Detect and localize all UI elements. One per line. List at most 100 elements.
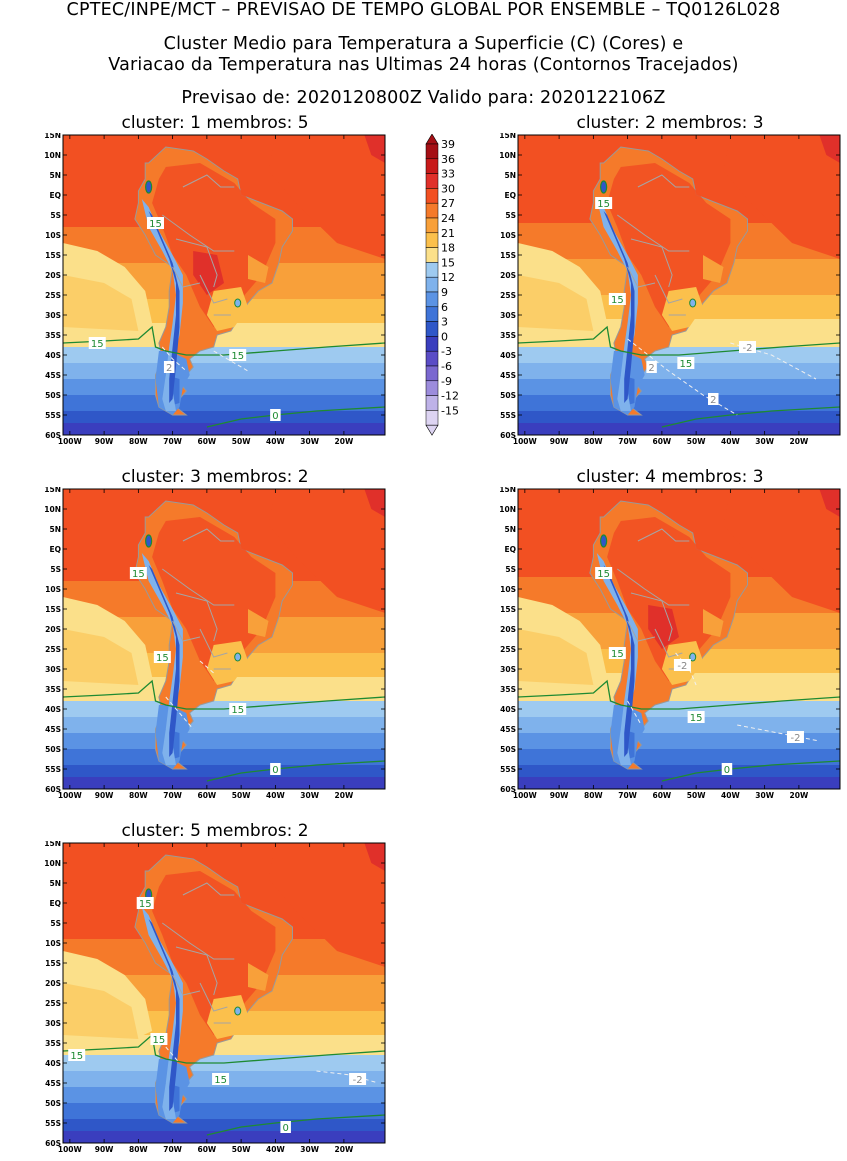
lat-tick-label: 55S xyxy=(45,1119,61,1128)
lat-tick-label: 30S xyxy=(45,1019,61,1028)
lon-tick-label: 60W xyxy=(653,791,672,800)
lat-tick-label: 30S xyxy=(45,665,61,674)
contour-label: 15 xyxy=(136,897,154,910)
lat-tick-label: 10N xyxy=(499,505,516,514)
lat-tick-label: 10N xyxy=(499,151,516,160)
lat-tick-label: 10S xyxy=(45,939,61,948)
lon-tick-label: 60W xyxy=(198,1145,217,1154)
colorbar-swatch xyxy=(425,350,439,367)
colorbar-swatch xyxy=(425,143,439,160)
svg-text:15: 15 xyxy=(611,649,624,660)
colorbar-label: -9 xyxy=(441,375,452,388)
lon-tick-label: 100W xyxy=(58,791,83,800)
lon-tick-label: 50W xyxy=(687,791,706,800)
lon-tick-label: 70W xyxy=(618,791,637,800)
colorbar-swatch xyxy=(425,306,439,322)
lat-tick-label: 5N xyxy=(50,879,62,888)
lon-tick-label: 30W xyxy=(755,791,774,800)
lon-tick-label: 80W xyxy=(129,791,148,800)
lat-tick-label: 45S xyxy=(500,725,516,734)
contour-label: 2 xyxy=(708,393,719,406)
contour-label: 15 xyxy=(68,1049,86,1062)
colorbar-label: 12 xyxy=(441,271,455,284)
contour-label: 0 xyxy=(270,763,281,776)
lat-tick-label: 15S xyxy=(45,251,61,260)
lat-tick-label: 15S xyxy=(500,251,516,260)
lat-tick-label: 60S xyxy=(500,785,516,794)
colorbar-label: -6 xyxy=(441,360,452,373)
lat-tick-label: 5N xyxy=(50,171,62,180)
lat-tick-label: 5S xyxy=(50,919,61,928)
svg-text:15: 15 xyxy=(214,1075,227,1086)
map-panel-cluster-2: cluster: 2 membros: 3 15 15 -2 2 15 2 15N 10N 5N… xyxy=(490,113,847,446)
lat-tick-label: 10S xyxy=(45,231,61,240)
colorbar-label: 21 xyxy=(441,227,455,240)
colorbar-swatch xyxy=(425,380,439,396)
lat-tick-label: 15N xyxy=(44,487,61,494)
colorbar-swatch xyxy=(425,247,439,263)
map-frame xyxy=(62,842,386,1144)
contour-label: 2 xyxy=(163,361,175,374)
lon-tick-label: 20W xyxy=(335,437,354,446)
lon-tick-label: 90W xyxy=(550,437,569,446)
colorbar-label: 6 xyxy=(441,301,448,314)
panel-title: cluster: 4 membros: 3 xyxy=(576,467,764,487)
lon-tick-label: 90W xyxy=(550,791,569,800)
lat-tick-label: 55S xyxy=(45,765,61,774)
lat-tick-label: 30S xyxy=(500,665,516,674)
lat-tick-label: 40S xyxy=(500,705,516,714)
contour-label: 15 xyxy=(146,217,164,230)
lon-tick-label: 40W xyxy=(721,791,740,800)
contour-label: 15 xyxy=(229,703,247,716)
contour-label: -2 xyxy=(739,341,757,354)
lon-tick-label: 80W xyxy=(129,437,148,446)
contour-label: 2 xyxy=(646,361,657,374)
lat-tick-label: 10N xyxy=(44,505,61,514)
svg-text:0: 0 xyxy=(272,765,278,776)
colorbar-label: 9 xyxy=(441,286,448,299)
colorbar-label: 33 xyxy=(441,168,455,181)
temperature-map: 15 15 15 2 0 15N 10N 5N EQ 5S 10S 15S 20S 25S 30S 35S 40… xyxy=(44,133,386,446)
contour-label: 15 xyxy=(677,357,695,370)
colorbar-swatch xyxy=(425,217,439,234)
svg-text:0: 0 xyxy=(724,765,730,776)
lon-tick-label: 40W xyxy=(266,437,285,446)
map-frame xyxy=(517,134,841,436)
contour-label: 15 xyxy=(595,567,613,580)
lat-tick-label: EQ xyxy=(50,899,62,908)
lat-tick-label: 35S xyxy=(500,331,516,340)
lat-tick-label: 35S xyxy=(500,685,516,694)
svg-text:15: 15 xyxy=(611,295,624,306)
lat-tick-label: 30S xyxy=(500,311,516,320)
colorbar-swatch xyxy=(425,188,439,204)
header-line-1: CPTEC/INPE/MCT – PREVISAO DE TEMPO GLOBA… xyxy=(66,0,781,20)
map-panel-cluster-4: cluster: 4 membros: 3 15 15 -2 15 -2 0 15N 10N 5… xyxy=(490,467,847,800)
lon-tick-label: 80W xyxy=(584,791,603,800)
lon-tick-label: 20W xyxy=(335,791,354,800)
panel-title: cluster: 1 membros: 5 xyxy=(121,113,309,133)
colorbar-swatch xyxy=(425,262,439,278)
colorbar-label: 24 xyxy=(441,212,455,225)
lat-tick-label: 45S xyxy=(500,371,516,380)
lat-tick-label: 10S xyxy=(45,585,61,594)
svg-text:-2: -2 xyxy=(677,661,687,672)
lon-tick-label: 90W xyxy=(95,791,114,800)
contour-label: 15 xyxy=(212,1073,230,1086)
contour-label: 0 xyxy=(280,1121,291,1134)
colorbar-label: 0 xyxy=(441,330,448,343)
colorbar-label: 36 xyxy=(441,153,455,166)
header-line-4: Previsao de: 2020120800Z Valido para: 20… xyxy=(181,88,666,108)
lat-tick-label: 45S xyxy=(45,725,61,734)
lat-tick-label: 25S xyxy=(45,291,61,300)
lon-tick-label: 90W xyxy=(95,437,114,446)
svg-text:15: 15 xyxy=(139,899,152,910)
lon-tick-label: 20W xyxy=(790,437,809,446)
svg-text:0: 0 xyxy=(272,411,278,422)
map-frame xyxy=(62,488,386,790)
lon-tick-label: 60W xyxy=(653,437,672,446)
lon-tick-label: 90W xyxy=(95,1145,114,1154)
lon-tick-label: 50W xyxy=(232,437,251,446)
panel-title: cluster: 5 membros: 2 xyxy=(121,821,309,841)
svg-text:2: 2 xyxy=(710,395,716,406)
svg-text:15: 15 xyxy=(153,1035,166,1046)
